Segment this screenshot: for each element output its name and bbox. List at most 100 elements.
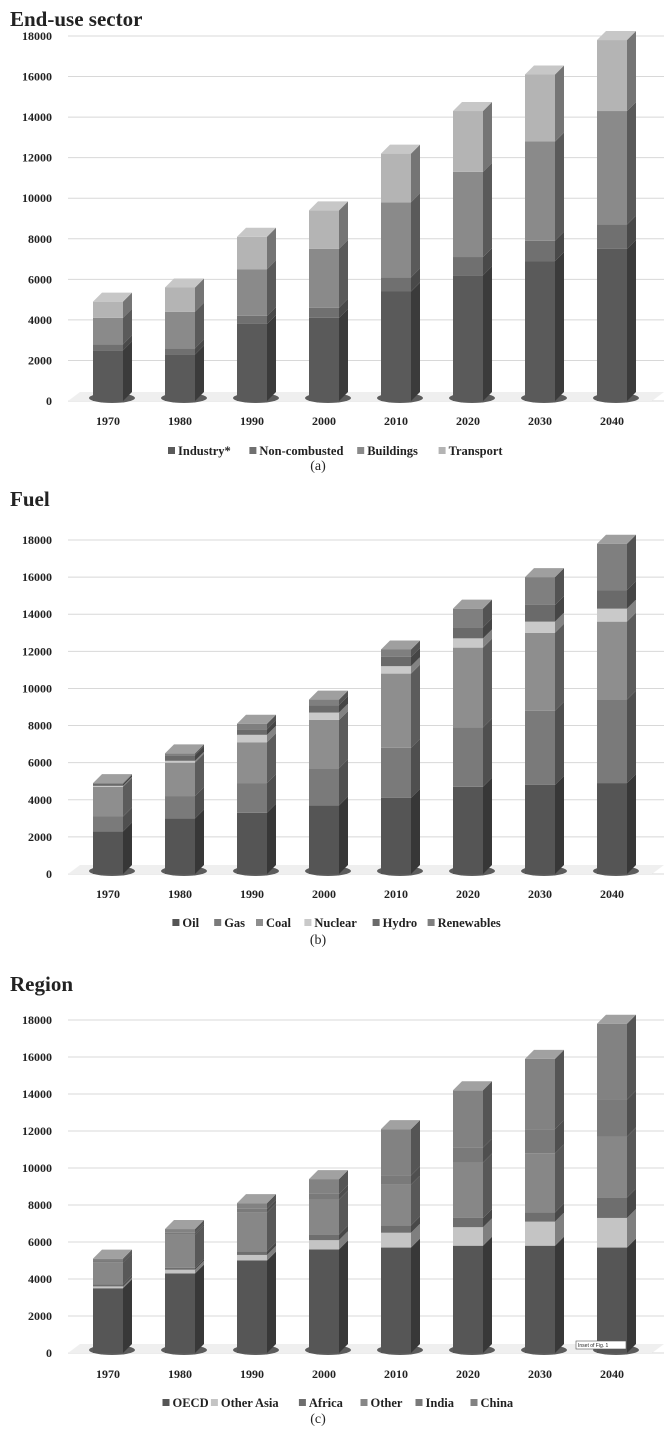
bar-side	[411, 1175, 420, 1226]
bar-side	[411, 1120, 420, 1176]
bar-front	[165, 348, 195, 355]
bar-front	[237, 1260, 267, 1353]
bar-segment-nuclear	[93, 776, 132, 787]
bar-segment-oil	[597, 774, 636, 874]
bar-side	[627, 534, 636, 591]
bar-side	[339, 298, 348, 318]
legend-swatch	[162, 1399, 170, 1406]
bar-front	[381, 1129, 411, 1176]
chart-title: Region	[10, 972, 73, 996]
bar-segment-industry	[381, 282, 420, 401]
bar-segment-oil	[93, 822, 132, 874]
bar-front	[597, 543, 627, 591]
bar-front	[525, 141, 555, 241]
bar-front	[525, 1245, 555, 1353]
bar-front	[597, 1099, 627, 1137]
bar-front	[381, 202, 411, 278]
bar-front	[309, 1179, 339, 1194]
legend-label: India	[426, 1396, 455, 1410]
bar-segment-oecd	[93, 1279, 132, 1353]
x-tick-label: 2030	[528, 1367, 552, 1381]
bar-column-2020	[453, 1081, 492, 1353]
x-tick-label: 1980	[168, 887, 192, 901]
y-axis: 0 2000 4000 6000 8000 10000 12000 14000 16000 180…	[22, 29, 52, 408]
bar-segment-gas	[597, 690, 636, 784]
bar-front	[165, 762, 195, 797]
bar-segment-buildings	[165, 302, 204, 349]
bar-front	[309, 1193, 339, 1200]
bar-side	[627, 690, 636, 784]
bar-top	[93, 774, 132, 784]
floor	[68, 865, 664, 874]
bar-side	[483, 629, 492, 648]
bar-top	[597, 534, 636, 544]
bar-front	[93, 350, 123, 401]
bar-side	[483, 102, 492, 172]
bar-side	[195, 302, 204, 349]
bar-side	[339, 759, 348, 806]
bar-segment-transport	[237, 227, 276, 270]
legend-label: Renewables	[438, 916, 501, 930]
bar-front	[381, 1232, 411, 1248]
panel-caption: (c)	[310, 1412, 326, 1427]
bar-front	[309, 317, 339, 401]
legend-label: Buildings	[367, 444, 418, 458]
y-tick-label: 14000	[22, 607, 52, 621]
bar-front	[93, 783, 123, 785]
x-tick-label: 1980	[168, 414, 192, 428]
bar-front	[309, 1249, 339, 1353]
bar-front	[237, 269, 267, 316]
bar-column-2020	[453, 102, 492, 401]
bar-front	[309, 1240, 339, 1250]
bar-side	[555, 1049, 564, 1130]
bar-column-1990	[237, 227, 276, 401]
bar-segment-africa	[453, 1208, 492, 1228]
bar-side	[123, 822, 132, 874]
bar-front	[381, 1225, 411, 1233]
bar-front	[165, 1229, 195, 1233]
bar-side	[411, 282, 420, 401]
bar-top	[165, 744, 204, 754]
bar-segment-non-combusted	[453, 248, 492, 276]
legend-swatch	[168, 447, 175, 454]
bar-front	[525, 632, 555, 711]
bar-side	[483, 777, 492, 874]
bar-front	[597, 224, 627, 249]
bar-front	[165, 1234, 195, 1268]
bar-segment-buildings	[453, 162, 492, 258]
bar-side	[627, 612, 636, 700]
legend-label: Industry*	[178, 444, 231, 458]
panel-caption: (b)	[310, 933, 327, 948]
bar-side	[627, 774, 636, 874]
legend-swatch	[256, 919, 263, 926]
bar-segment-china	[525, 1049, 564, 1130]
legend-item-other: Other	[360, 1396, 403, 1410]
x-tick-label: 2000	[312, 887, 336, 901]
x-tick-label: 1990	[240, 1367, 264, 1381]
bar-side	[411, 268, 420, 292]
bar-side	[123, 1275, 132, 1287]
y-tick-label: 6000	[28, 756, 52, 770]
bar-front	[453, 1227, 483, 1246]
bar-top	[93, 292, 132, 302]
legend-item-transport: Transport	[438, 444, 504, 458]
bar-side	[627, 102, 636, 225]
bar-side	[483, 1081, 492, 1148]
bar-front	[237, 812, 267, 874]
legend-item-gas: Gas	[214, 916, 245, 930]
bar-front	[453, 638, 483, 648]
legend-label: Transport	[449, 444, 504, 458]
bar-column-1980	[165, 1220, 204, 1353]
bar-top	[93, 1249, 132, 1259]
bar-segment-hydro	[453, 618, 492, 639]
bar-segment-gas	[165, 787, 204, 819]
legend-swatch	[470, 1399, 478, 1406]
bar-side	[267, 1199, 276, 1213]
bar-column-2010	[381, 640, 420, 874]
inset-note-text: Inset of Fig. 1	[578, 1343, 609, 1349]
bar-front	[597, 621, 627, 700]
y-tick-label: 2000	[28, 830, 52, 844]
bar-side	[195, 1260, 204, 1274]
legend-item-industry: Industry*	[168, 444, 231, 458]
bar-column-2000	[309, 201, 348, 401]
